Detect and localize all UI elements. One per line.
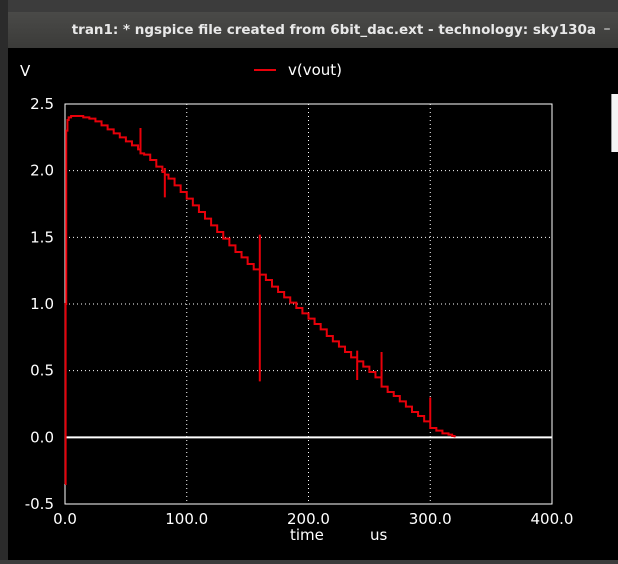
- plot-window: tran1: * ngspice file created from 6bit_…: [8, 12, 618, 560]
- legend: v(vout): [254, 61, 342, 79]
- y-tick-label: 2.5: [30, 95, 54, 113]
- plot-area[interactable]: 0.0 100.0 200.0 300.0 400.0 -0.5 0.0 0.5 1.0 1.5 2…: [8, 48, 618, 560]
- tick-labels: 0.0 100.0 200.0 300.0 400.0-0.50.00.51.01.52…: [25, 95, 574, 528]
- y-tick-label: -0.5: [25, 495, 54, 513]
- legend-label-v-vout: v(vout): [288, 61, 342, 79]
- y-tick-label: 0.5: [30, 362, 54, 380]
- x-tick-label: 0.0: [53, 510, 77, 528]
- x-axis-label: time: [290, 526, 324, 544]
- side-panel-edge: [611, 94, 618, 152]
- x-tick-label: 200.0: [287, 510, 330, 528]
- x-tick-label: 400.0: [531, 510, 574, 528]
- y-axis-label: V: [20, 62, 31, 80]
- series-line-v-vout: [64, 115, 456, 485]
- y-tick-label: 1.5: [30, 228, 54, 246]
- series: [64, 115, 456, 485]
- x-axis-unit: us: [370, 526, 388, 544]
- desktop-background: [0, 0, 8, 560]
- minimize-button[interactable]: –: [603, 21, 611, 37]
- x-tick-label: 100.0: [165, 510, 208, 528]
- y-tick-label: 0.0: [30, 428, 54, 446]
- window-title: tran1: * ngspice file created from 6bit_…: [71, 22, 596, 38]
- window-titlebar[interactable]: tran1: * ngspice file created from 6bit_…: [8, 12, 618, 48]
- y-tick-label: 2.0: [30, 162, 54, 180]
- y-tick-label: 1.0: [30, 295, 54, 313]
- grid: [64, 103, 553, 505]
- x-tick-label: 300.0: [409, 510, 452, 528]
- voltage-chart[interactable]: 0.0 100.0 200.0 300.0 400.0-0.50.00.51.01.52…: [8, 48, 618, 560]
